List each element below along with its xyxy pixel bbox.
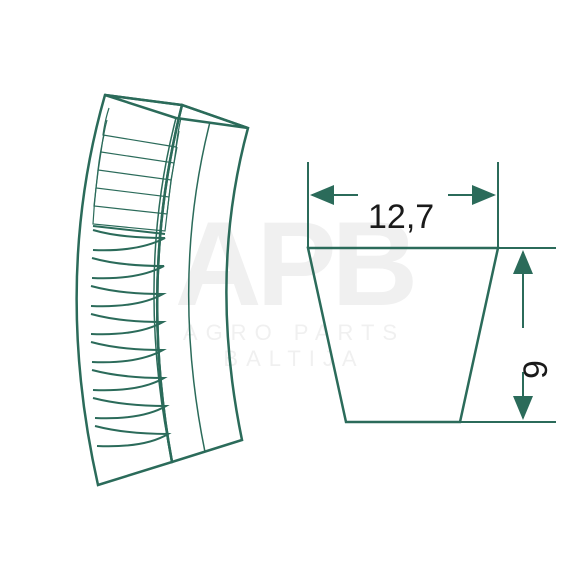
diagram-canvas <box>0 0 588 588</box>
height-value: 9 <box>517 360 556 379</box>
belt-illustration <box>77 95 248 485</box>
width-value: 12,7 <box>368 198 434 237</box>
cross-section <box>308 248 498 422</box>
dimension-height <box>460 248 556 422</box>
